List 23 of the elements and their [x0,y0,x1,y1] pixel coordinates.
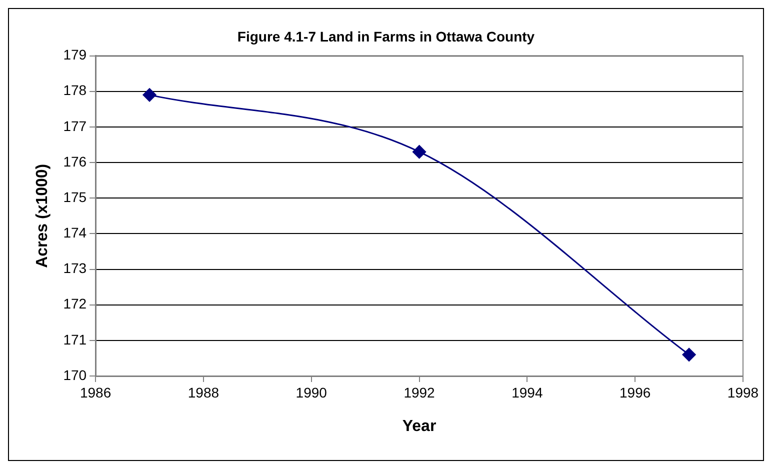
y-tick-label: 179 [63,46,87,63]
y-tick-label: 175 [63,188,87,205]
y-axis-title: Acres (x1000) [34,164,52,268]
y-tick-label: 177 [63,118,87,134]
y-tick-label: 174 [63,224,87,241]
x-axis-title: Year [402,418,436,435]
y-tick-label: 176 [63,153,87,170]
x-tick-label: 1994 [512,384,543,400]
y-tick-label: 173 [63,260,87,276]
x-tick-label: 1998 [727,384,759,400]
chart-title: Figure 4.1-7 Land in Farms in Ottawa County [237,28,535,44]
point [142,88,156,102]
x-tick-label: 1990 [296,384,328,400]
x-tick-label: 1992 [404,384,436,400]
point [682,348,696,362]
y-tick-label: 171 [63,331,87,348]
x-tick-label: 1988 [188,384,220,400]
x-tick-label: 1996 [620,384,651,400]
y-tick-label: 178 [63,82,87,98]
y-tick-label: 172 [63,296,87,312]
x-tick-label: 1986 [80,384,112,400]
point [412,145,426,159]
y-tick-label: 170 [63,366,87,383]
